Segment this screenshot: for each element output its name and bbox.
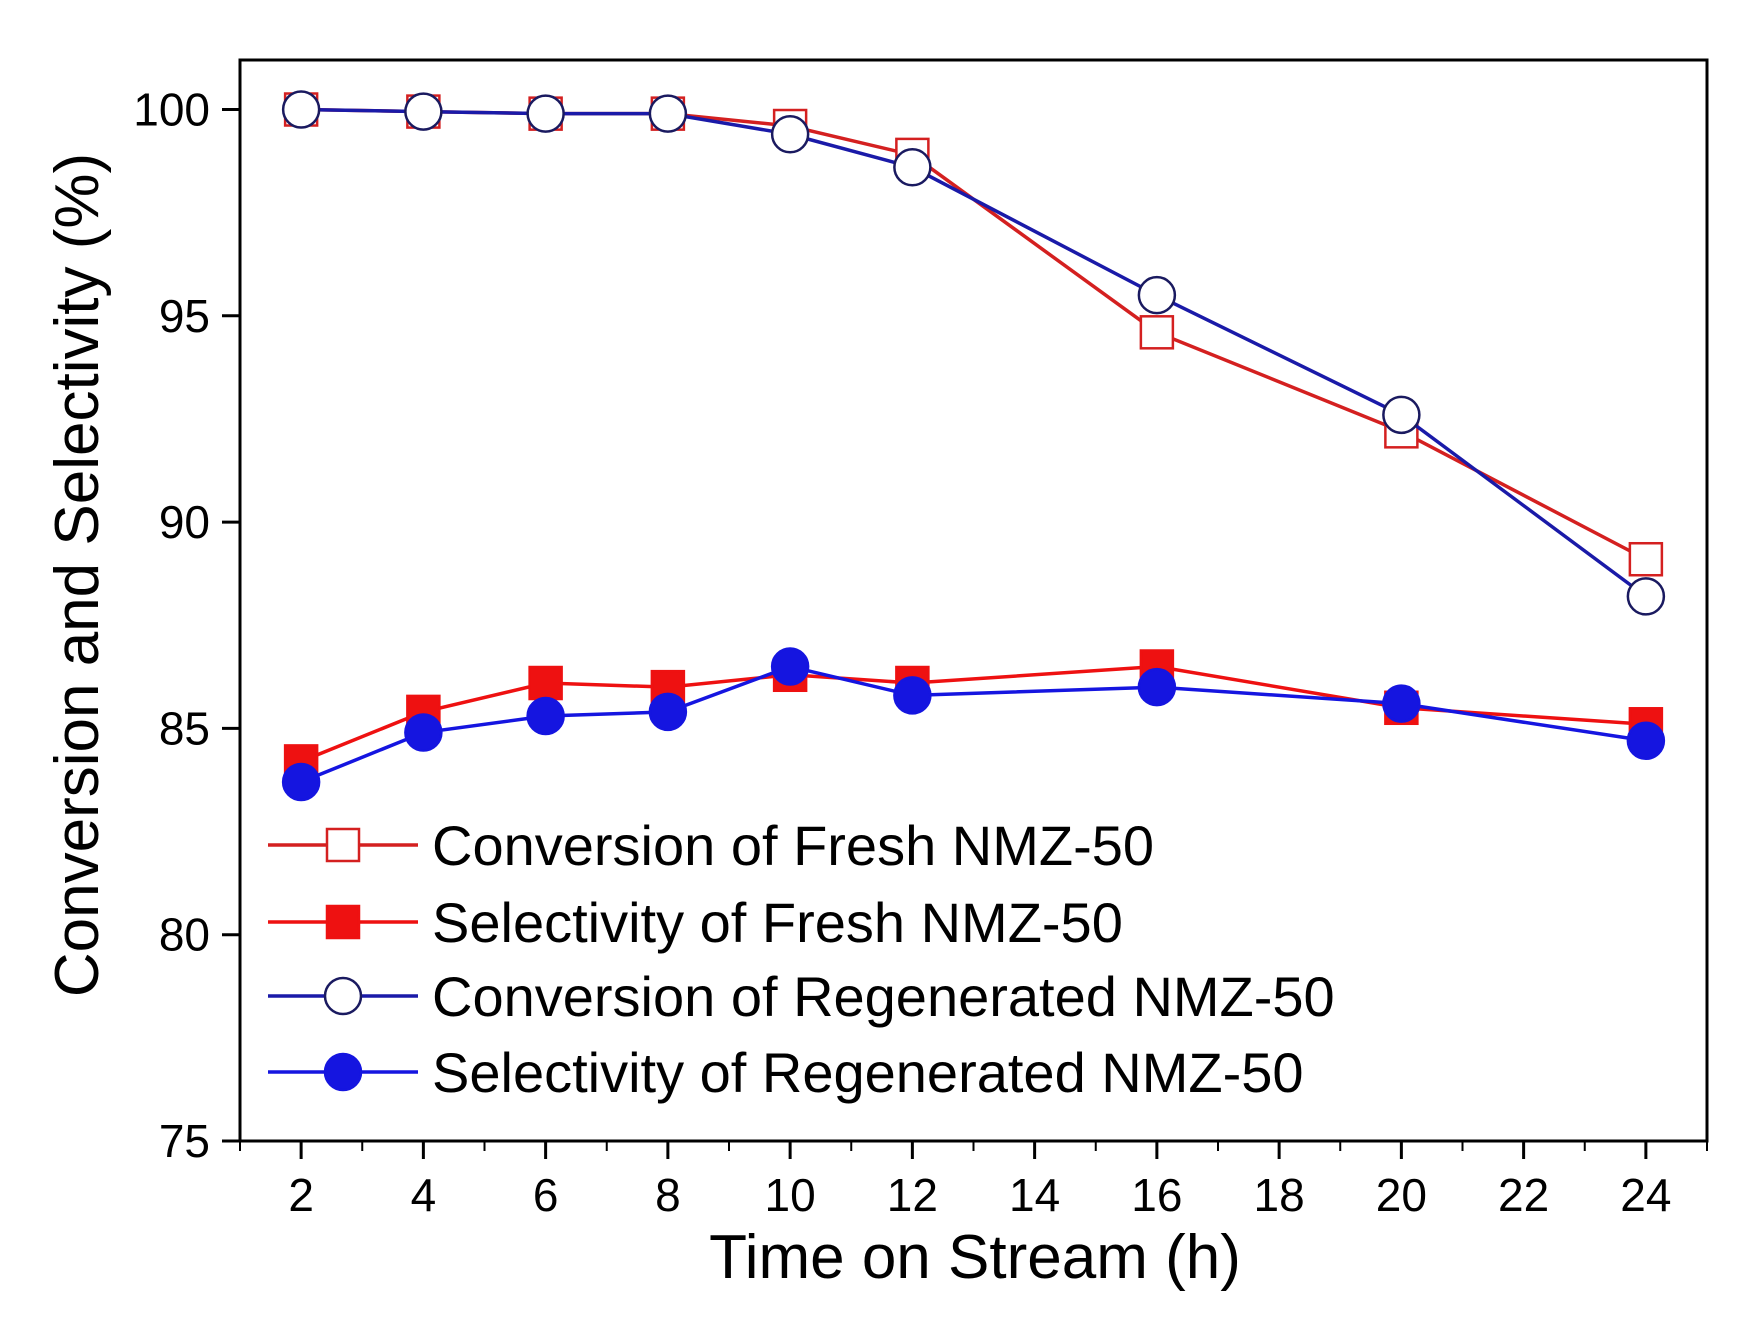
- legend-marker: [325, 904, 361, 940]
- legend-item: Conversion of Fresh NMZ-50: [268, 814, 1154, 877]
- x-tick-label: 6: [533, 1169, 559, 1221]
- y-axis: 75 80 85 90 95 100: [133, 84, 240, 1167]
- data-point: [1137, 667, 1177, 707]
- x-tick-label: 16: [1131, 1169, 1182, 1221]
- series-2: [283, 649, 1664, 779]
- data-point: [1626, 721, 1666, 761]
- data-point: [281, 762, 321, 802]
- legend-label: Conversion of Regenerated NMZ-50: [432, 965, 1335, 1028]
- y-tick-label: 100: [133, 84, 210, 136]
- data-point: [404, 92, 443, 131]
- series-4: [281, 647, 1666, 802]
- y-tick-label: 85: [159, 702, 210, 754]
- data-point: [1628, 541, 1664, 577]
- series-line: [301, 107, 1647, 561]
- legend-label: Selectivity of Regenerated NMZ-50: [432, 1041, 1304, 1104]
- y-axis-title: Conversion and Selectivity (%): [43, 153, 112, 997]
- legend-marker: [323, 976, 363, 1016]
- x-tick-label: 8: [655, 1169, 681, 1221]
- x-tick-label: 22: [1498, 1169, 1549, 1221]
- data-point: [1139, 315, 1175, 350]
- data-point: [770, 115, 810, 154]
- data-point: [1382, 395, 1421, 435]
- y-tick-label: 80: [159, 909, 210, 961]
- data-point: [404, 713, 443, 752]
- data-point: [770, 647, 810, 686]
- y-tick-label: 90: [159, 496, 210, 548]
- data-point: [1382, 684, 1421, 723]
- x-tick-label: 2: [288, 1169, 314, 1221]
- data-point: [893, 148, 932, 187]
- legend: Conversion of Fresh NMZ-50 Selectivity of…: [268, 814, 1335, 1104]
- legend-item: Selectivity of Fresh NMZ-50: [268, 891, 1123, 954]
- x-tick-label: 12: [887, 1169, 938, 1221]
- legend-label: Selectivity of Fresh NMZ-50: [432, 891, 1123, 954]
- x-tick-label: 18: [1254, 1169, 1305, 1221]
- legend-item: Selectivity of Regenerated NMZ-50: [268, 1041, 1304, 1104]
- y-tick-label: 75: [159, 1115, 210, 1167]
- data-point: [648, 94, 688, 133]
- series-line: [301, 107, 1647, 598]
- series-layer: [281, 90, 1666, 802]
- x-tick-label: 4: [411, 1169, 437, 1221]
- legend-marker: [323, 1052, 363, 1092]
- legend-marker: [325, 827, 361, 863]
- series-3: [281, 90, 1666, 616]
- series-1: [283, 92, 1664, 577]
- legend-item: Conversion of Regenerated NMZ-50: [268, 965, 1335, 1028]
- data-point: [281, 90, 321, 129]
- x-axis-title: Time on Stream (h): [709, 1223, 1241, 1292]
- data-point: [893, 676, 932, 715]
- x-tick-label: 20: [1376, 1169, 1427, 1221]
- data-point: [526, 696, 565, 736]
- x-tick-label: 14: [1009, 1169, 1060, 1221]
- x-tick-label: 10: [765, 1169, 816, 1221]
- data-point: [648, 692, 688, 732]
- series-line: [300, 664, 1646, 764]
- legend-label: Conversion of Fresh NMZ-50: [432, 814, 1154, 877]
- x-tick-label: 24: [1620, 1169, 1671, 1221]
- data-point: [526, 94, 565, 133]
- series-line: [300, 664, 1647, 784]
- data-point: [1137, 275, 1177, 315]
- data-point: [1626, 577, 1666, 616]
- y-tick-label: 95: [159, 290, 210, 342]
- data-point: [528, 665, 563, 701]
- x-axis: 2 4 6 8 10 12 14 16 18 20 22 24: [239, 1141, 1708, 1221]
